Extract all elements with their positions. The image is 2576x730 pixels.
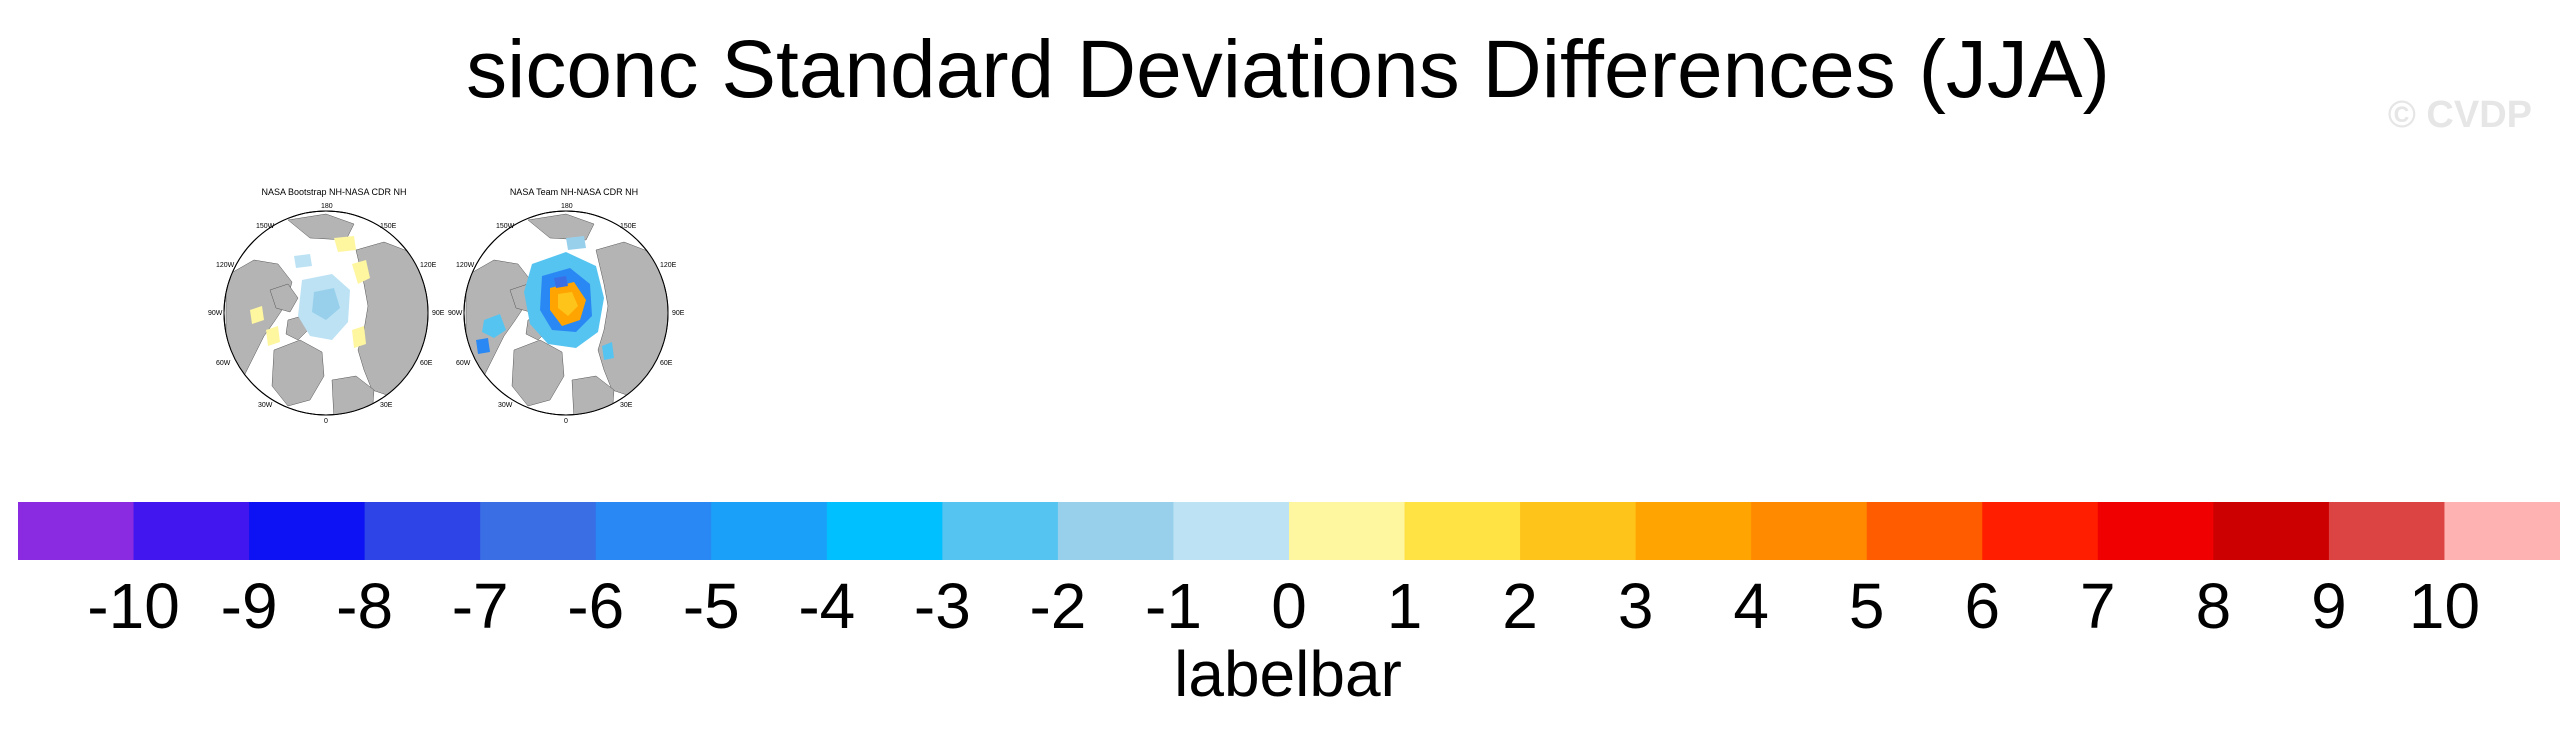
colorbar-tick-label: -8 bbox=[336, 570, 394, 642]
lon-label: 90E bbox=[432, 310, 445, 317]
lon-label: 90W bbox=[448, 310, 463, 317]
figure-title: siconc Standard Deviations Differences (… bbox=[466, 24, 2110, 115]
lon-label: 150W bbox=[496, 223, 515, 230]
lon-label: 150E bbox=[620, 223, 637, 230]
colorbar-swatch bbox=[1866, 502, 1983, 560]
lon-label: 30W bbox=[258, 402, 273, 409]
colorbar-tick-label: -5 bbox=[682, 570, 740, 642]
colorbar-tick-label: 7 bbox=[2080, 570, 2116, 642]
colorbar-swatch bbox=[1982, 502, 2099, 560]
colorbar-tick-label: 1 bbox=[1386, 570, 1423, 642]
colorbar-swatch bbox=[595, 502, 712, 560]
lon-label: 180 bbox=[321, 203, 333, 210]
colorbar-swatch bbox=[2328, 502, 2445, 560]
lon-label: 120W bbox=[216, 262, 235, 269]
colorbar-swatch bbox=[1173, 502, 1290, 560]
colorbar-swatch bbox=[1289, 502, 1406, 560]
map-panel-1: NASA Bootstrap NH-NASA CDR NH bbox=[208, 180, 454, 430]
colorbar-swatch bbox=[1635, 502, 1752, 560]
colorbar-swatch bbox=[18, 502, 135, 560]
colorbar-swatch bbox=[2213, 502, 2330, 560]
colorbar-swatch bbox=[1057, 502, 1174, 560]
polar-map bbox=[223, 210, 429, 416]
lon-label: 60W bbox=[216, 360, 231, 367]
lon-label: 30E bbox=[380, 402, 393, 409]
lon-label: 30E bbox=[620, 402, 633, 409]
colorbar-swatch bbox=[1404, 502, 1521, 560]
colorbar-tick-label: 6 bbox=[1964, 570, 2001, 642]
lon-label: 60E bbox=[420, 360, 433, 367]
colorbar-swatches bbox=[18, 502, 2560, 560]
colorbar-tick-label: 2 bbox=[1502, 570, 1538, 642]
lon-label: 0 bbox=[564, 418, 568, 425]
colorbar-tick-label: -3 bbox=[913, 570, 971, 642]
colorbar-tick-label: 5 bbox=[1848, 570, 1885, 642]
lon-label: 90E bbox=[672, 310, 685, 317]
colorbar-tick-label: 3 bbox=[1617, 570, 1654, 642]
lon-label: 30W bbox=[498, 402, 513, 409]
colorbar-tick-label: -6 bbox=[567, 570, 625, 642]
lon-label: 60W bbox=[456, 360, 471, 367]
colorbar-tick-label: -1 bbox=[1145, 570, 1202, 642]
colorbar-swatch bbox=[249, 502, 366, 560]
colorbar-swatch bbox=[2444, 502, 2560, 560]
lon-label: 60E bbox=[660, 360, 673, 367]
map-panel-2: NASA Team NH-NASA CDR NH 180 150W 150E 1… bbox=[448, 180, 694, 430]
colorbar-title: labelbar bbox=[1174, 638, 1402, 710]
colorbar-tick-label: -4 bbox=[798, 570, 856, 642]
colorbar bbox=[18, 502, 2560, 560]
colorbar-tick-label: 4 bbox=[1733, 570, 1769, 642]
colorbar-swatch bbox=[133, 502, 250, 560]
lon-label: 150E bbox=[380, 223, 397, 230]
lon-label: 180 bbox=[561, 203, 573, 210]
colorbar-swatch bbox=[942, 502, 1059, 560]
colorbar-swatch bbox=[711, 502, 828, 560]
colorbar-swatch bbox=[2097, 502, 2214, 560]
colorbar-tick-label: -10 bbox=[87, 570, 180, 642]
colorbar-swatch bbox=[1520, 502, 1637, 560]
land-greenland bbox=[271, 339, 325, 407]
lon-label: 90W bbox=[208, 310, 223, 317]
colorbar-tick-label: -9 bbox=[220, 570, 278, 642]
panel-title: NASA Bootstrap NH-NASA CDR NH bbox=[261, 187, 407, 197]
polar-map bbox=[463, 210, 669, 416]
lon-label: 0 bbox=[324, 418, 328, 425]
colorbar-tick-label: 9 bbox=[2311, 570, 2347, 642]
lon-label: 120E bbox=[660, 262, 677, 269]
colorbar-tick-label: -7 bbox=[451, 570, 509, 642]
lon-label: 120W bbox=[456, 262, 475, 269]
colorbar-tick-label: 0 bbox=[1271, 570, 1307, 642]
colorbar-tick-label: -2 bbox=[1029, 570, 1087, 642]
panel-title: NASA Team NH-NASA CDR NH bbox=[509, 187, 639, 197]
colorbar-swatch bbox=[364, 502, 481, 560]
colorbar-tick-label: 8 bbox=[2195, 570, 2232, 642]
colorbar-tick-label: 10 bbox=[2408, 570, 2481, 642]
colorbar-swatch bbox=[1751, 502, 1868, 560]
lon-label: 150W bbox=[256, 223, 275, 230]
lon-label: 120E bbox=[420, 262, 437, 269]
cvdp-watermark: © CVDP bbox=[2387, 94, 2532, 136]
colorbar-swatch bbox=[480, 502, 597, 560]
land-greenland bbox=[511, 339, 565, 407]
colorbar-swatch bbox=[826, 502, 943, 560]
